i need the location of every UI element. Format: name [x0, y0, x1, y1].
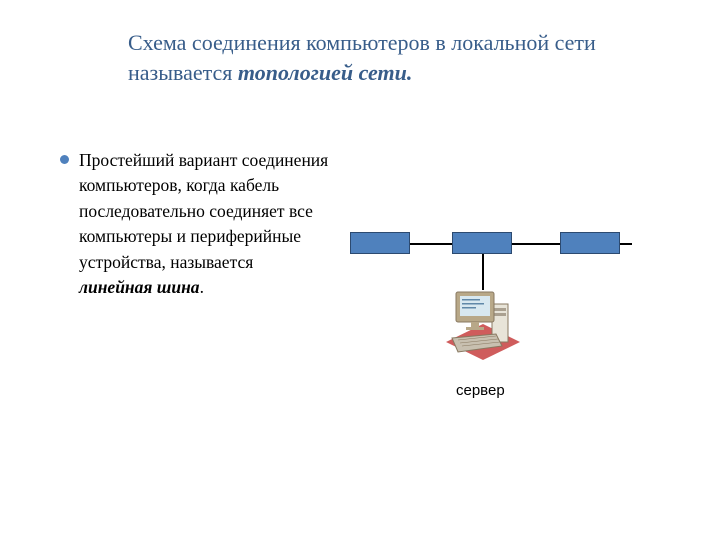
bullet-item: Простейший вариант соединения компьютеро… — [60, 148, 330, 300]
slide-title: Схема соединения компьютеров в локальной… — [128, 28, 638, 87]
bullet-text: Простейший вариант соединения компьютеро… — [79, 148, 330, 300]
bus-node-3 — [560, 232, 620, 254]
server-computer-icon — [442, 286, 524, 362]
title-emphasis: топологией сети. — [238, 60, 412, 85]
server-drop-line — [482, 254, 484, 290]
bus-node-2 — [452, 232, 512, 254]
bus-node-1 — [350, 232, 410, 254]
bullet-emphasis: линейная шина — [79, 277, 200, 297]
body-text-block: Простейший вариант соединения компьютеро… — [60, 148, 330, 300]
bullet-marker-icon — [60, 155, 69, 164]
bullet-tail: . — [200, 277, 204, 297]
slide: Схема соединения компьютеров в локальной… — [0, 0, 720, 540]
bullet-plain: Простейший вариант соединения компьютеро… — [79, 150, 328, 272]
server-label: сервер — [456, 382, 505, 399]
